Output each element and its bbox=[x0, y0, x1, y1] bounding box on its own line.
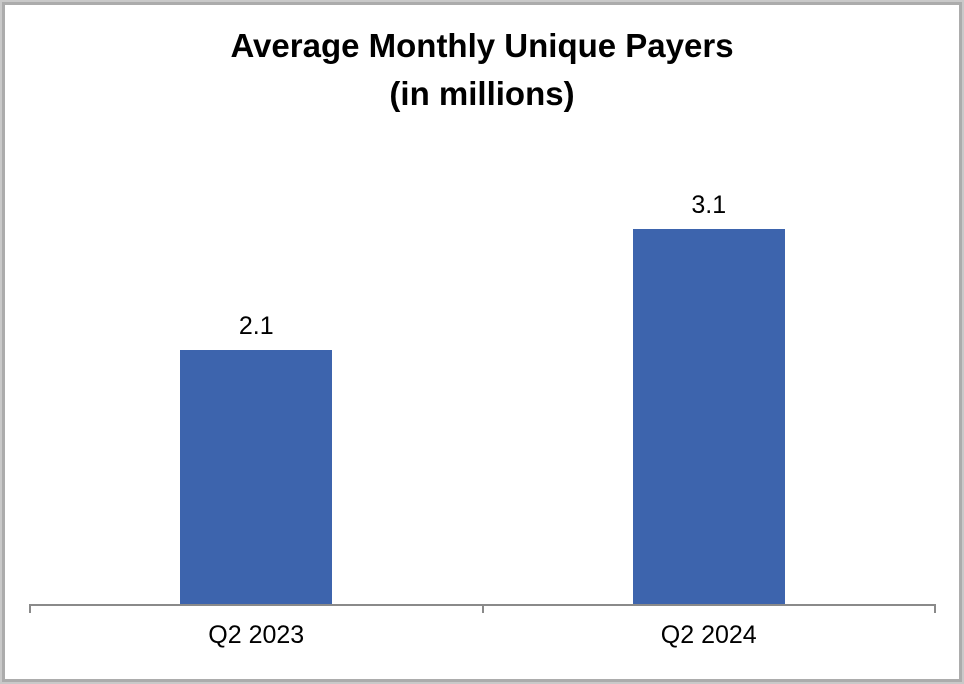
bar-value-label-q2-2024: 3.1 bbox=[691, 191, 727, 219]
chart-title: Average Monthly Unique Payers (in millio… bbox=[0, 22, 964, 118]
x-axis-tick bbox=[934, 604, 936, 613]
chart-title-line1: Average Monthly Unique Payers bbox=[230, 27, 734, 64]
x-axis-tick bbox=[29, 604, 31, 613]
chart-title-line2: (in millions) bbox=[389, 75, 575, 112]
bar-value-label-q2-2023: 2.1 bbox=[238, 312, 274, 340]
x-axis-label-q2-2024: Q2 2024 bbox=[660, 621, 757, 649]
bar-q2-2023 bbox=[180, 350, 333, 604]
bar-q2-2024 bbox=[632, 229, 785, 604]
x-axis-label-q2-2023: Q2 2023 bbox=[208, 621, 305, 649]
x-axis-tick bbox=[482, 604, 484, 613]
